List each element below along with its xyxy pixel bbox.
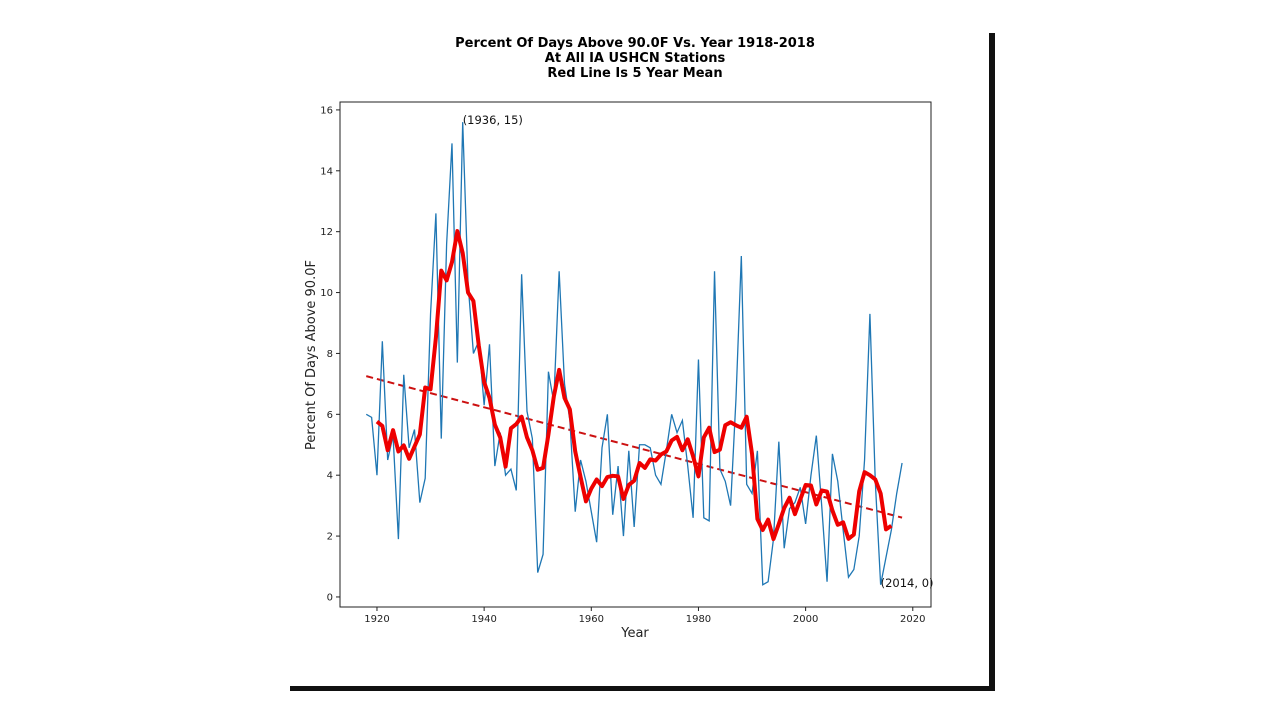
chart-title-line-1: Percent Of Days Above 90.0F Vs. Year 191… [455, 36, 815, 51]
x-tick-label: 1940 [471, 614, 496, 625]
y-tick-label: 14 [320, 166, 333, 177]
y-tick-label: 8 [327, 349, 333, 360]
five-year-mean-line [375, 229, 893, 542]
trend-line [365, 375, 903, 519]
chart-title-line-2: At All IA USHCN Stations [545, 51, 726, 66]
annual-series-line [365, 122, 903, 586]
x-tick-label: 2020 [900, 614, 925, 625]
y-tick-label: 16 [320, 105, 333, 116]
x-axis-label: Year [620, 626, 649, 641]
plot-frame [339, 101, 932, 608]
y-tick-label: 0 [327, 592, 333, 603]
y-tick-label: 12 [320, 227, 333, 238]
y-tick-label: 4 [327, 471, 333, 482]
y-tick-label: 2 [327, 532, 333, 543]
y-tick-label: 6 [327, 410, 333, 421]
y-axis-label: Percent Of Days Above 90.0F [304, 260, 319, 450]
point-annotation: (2014, 0) [881, 576, 934, 590]
y-tick-label: 10 [320, 288, 333, 299]
x-tick-label: 1980 [686, 614, 711, 625]
x-tick-label: 1960 [579, 614, 604, 625]
point-annotation: (1936, 15) [463, 113, 523, 127]
x-tick-label: 2000 [793, 614, 818, 625]
x-tick-label: 1920 [364, 614, 389, 625]
chart-title-line-3: Red Line Is 5 Year Mean [547, 66, 722, 81]
